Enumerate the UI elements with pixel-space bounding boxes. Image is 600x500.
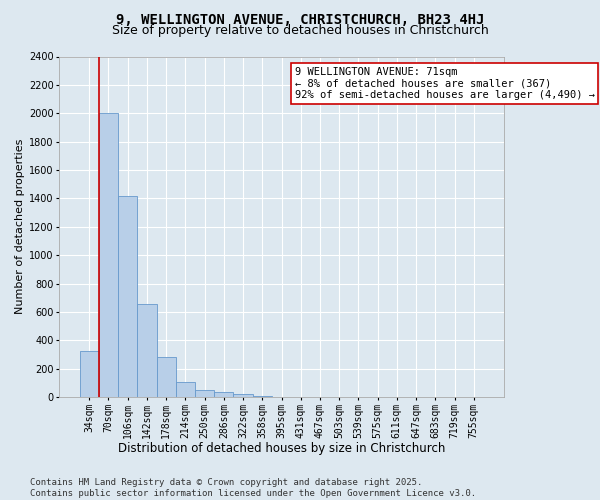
Bar xyxy=(195,390,214,397)
Bar xyxy=(157,356,176,397)
Bar xyxy=(118,196,137,397)
Bar xyxy=(253,396,272,397)
Bar xyxy=(214,392,233,397)
Text: Size of property relative to detached houses in Christchurch: Size of property relative to detached ho… xyxy=(112,24,488,37)
Text: Contains HM Land Registry data © Crown copyright and database right 2025.
Contai: Contains HM Land Registry data © Crown c… xyxy=(30,478,476,498)
Bar xyxy=(99,114,118,397)
Text: 9, WELLINGTON AVENUE, CHRISTCHURCH, BH23 4HJ: 9, WELLINGTON AVENUE, CHRISTCHURCH, BH23… xyxy=(116,12,484,26)
Y-axis label: Number of detached properties: Number of detached properties xyxy=(15,139,25,314)
Bar xyxy=(233,394,253,397)
Bar xyxy=(137,304,157,397)
Text: 9 WELLINGTON AVENUE: 71sqm
← 8% of detached houses are smaller (367)
92% of semi: 9 WELLINGTON AVENUE: 71sqm ← 8% of detac… xyxy=(295,66,595,100)
Bar xyxy=(176,382,195,397)
Bar xyxy=(80,351,99,397)
X-axis label: Distribution of detached houses by size in Christchurch: Distribution of detached houses by size … xyxy=(118,442,445,455)
